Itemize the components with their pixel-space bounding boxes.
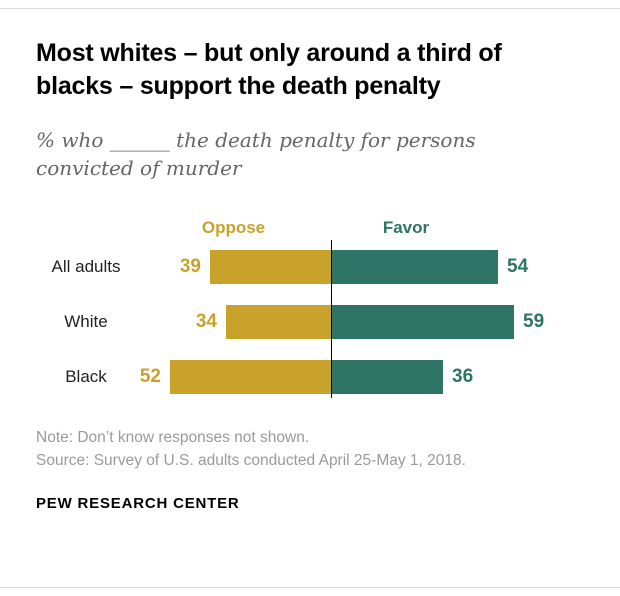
chart-notes: Note: Don’t know responses not shown. So… [36, 426, 584, 473]
favor-value-label: 59 [523, 311, 545, 332]
zero-axis-line [331, 240, 332, 398]
top-divider [0, 8, 620, 9]
oppose-bar [226, 305, 331, 339]
legend-favor-wrap: Favor [331, 218, 584, 238]
favor-zone: 54 [331, 250, 584, 284]
favor-bar [331, 305, 514, 339]
oppose-value-label: 52 [139, 366, 161, 387]
chart-row-all-adults: All adults 39 54 [36, 250, 584, 284]
favor-zone: 36 [331, 360, 584, 394]
note-line: Note: Don’t know responses not shown. [36, 429, 310, 446]
bottom-divider [0, 587, 620, 588]
oppose-zone: 34 [136, 305, 331, 339]
category-label: Black [65, 367, 107, 386]
favor-value-label: 54 [507, 256, 529, 277]
oppose-bar [210, 250, 331, 284]
chart-row-white: White 34 59 [36, 305, 584, 339]
legend-favor: Favor [382, 218, 430, 237]
oppose-zone: 39 [136, 250, 331, 284]
oppose-value-label: 39 [179, 256, 201, 277]
chart-subtitle: % who ______ the death penalty for perso… [36, 128, 476, 180]
legend-oppose: Oppose [201, 218, 266, 237]
favor-value-label: 36 [452, 366, 474, 387]
favor-bar [331, 360, 443, 394]
favor-zone: 59 [331, 305, 584, 339]
category-label: All adults [51, 257, 121, 276]
pew-research-center-wordmark: PEW RESEARCH CENTER [36, 494, 240, 512]
category-label: White [64, 312, 108, 331]
chart-title: Most whites – but only around a third of… [36, 39, 502, 100]
chart-legend: Oppose Favor [36, 218, 584, 238]
oppose-bar [170, 360, 331, 394]
source-line: Source: Survey of U.S. adults conducted … [36, 452, 466, 470]
oppose-zone: 52 [136, 360, 331, 394]
diverging-bar-chart: Oppose Favor All adults 39 54 White 34 59 Blac… [36, 218, 584, 398]
oppose-value-label: 34 [195, 311, 217, 332]
chart-row-black: Black 52 36 [36, 360, 584, 394]
favor-bar [331, 250, 498, 284]
chart-body: All adults 39 54 White 34 59 Black 52 36 [36, 240, 584, 398]
